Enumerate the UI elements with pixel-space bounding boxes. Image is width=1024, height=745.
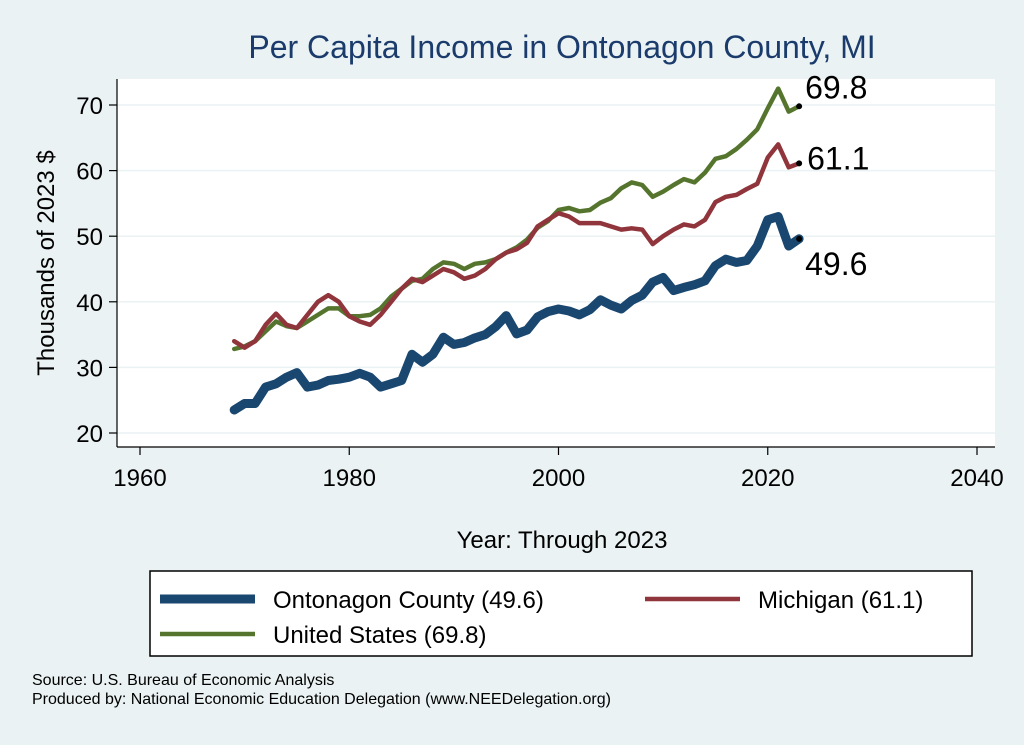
x-tick-label: 1980 xyxy=(323,465,376,492)
gridlines xyxy=(117,104,995,434)
y-tick-label: 70 xyxy=(76,93,103,120)
legend-label: Michigan (61.1) xyxy=(758,587,923,614)
x-tick-label: 2020 xyxy=(741,465,794,492)
y-tick-label: 50 xyxy=(76,224,103,251)
y-tick-label: 20 xyxy=(76,421,103,448)
series-line-1 xyxy=(231,142,802,350)
end-value-label: 49.6 xyxy=(805,246,867,282)
legend-label: Ontonagon County (49.6) xyxy=(273,587,544,614)
legend-label: United States (69.8) xyxy=(273,622,486,649)
chart-title: Per Capita Income in Ontonagon County, M… xyxy=(248,29,875,65)
y-axis-label: Thousands of 2023 $ xyxy=(33,150,60,376)
x-tick-label: 2040 xyxy=(950,465,1003,492)
x-tick-label: 2000 xyxy=(532,465,585,492)
legend-box xyxy=(149,570,973,657)
series-line-0 xyxy=(229,212,804,415)
axes xyxy=(109,79,995,455)
tick-labels: 20 30 40 50 60 70 1960 1980 2000 2020 2040 xyxy=(76,93,1003,492)
y-tick-label: 40 xyxy=(76,290,103,317)
end-marker xyxy=(796,235,803,242)
x-tick-label: 1960 xyxy=(113,465,166,492)
producer-note: Produced by: National Economic Education… xyxy=(32,691,611,708)
x-axis-label: Year: Through 2023 xyxy=(457,527,668,554)
end-value-label: 61.1 xyxy=(807,140,869,176)
legend: Ontonagon County (49.6) Michigan (61.1) Un… xyxy=(160,587,923,649)
end-marker xyxy=(796,103,803,110)
source-note: Source: U.S. Bureau of Economic Analysis xyxy=(32,672,335,689)
end-value-label: 69.8 xyxy=(805,69,867,105)
y-tick-label: 30 xyxy=(76,355,103,382)
end-marker xyxy=(796,160,803,167)
end-labels: 49.6 61.1 69.8 xyxy=(796,69,869,282)
y-tick-label: 60 xyxy=(76,159,103,186)
series-lines xyxy=(229,86,804,415)
